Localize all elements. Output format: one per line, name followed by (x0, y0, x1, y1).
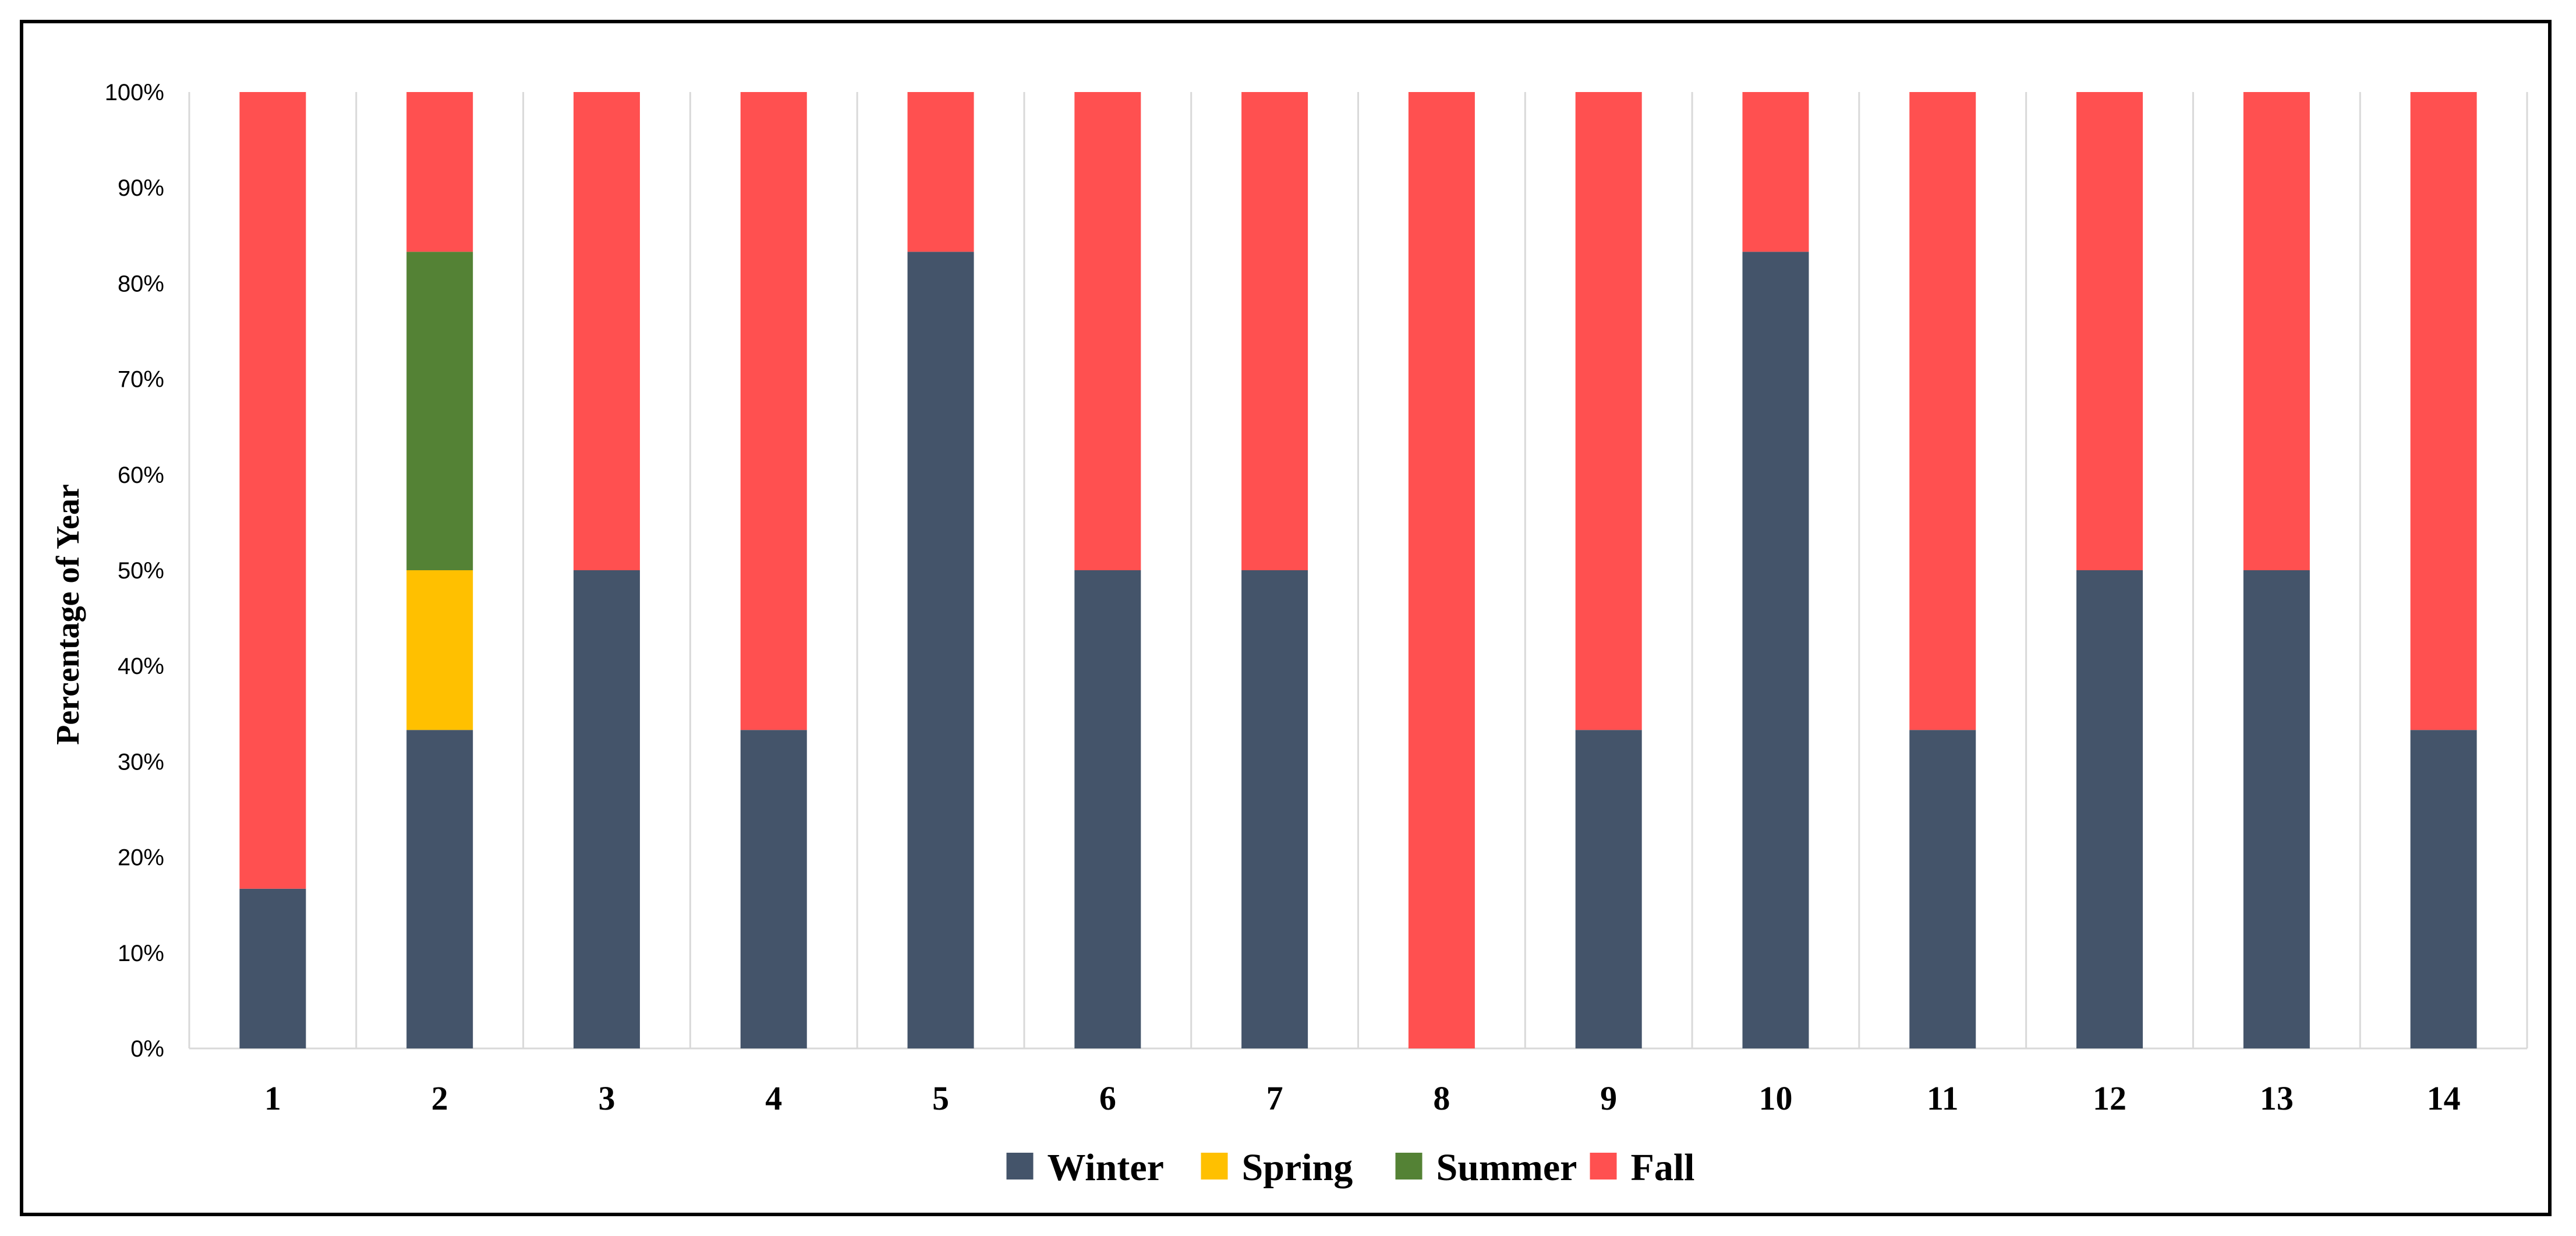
y-tick-label: 50% (118, 558, 164, 584)
x-tick-label: 6 (1099, 1079, 1116, 1117)
legend-swatch-fall (1590, 1153, 1617, 1180)
bar-segment-winter-7 (1241, 570, 1308, 1048)
bar-segment-fall-7 (1241, 92, 1308, 570)
bar-segment-fall-14 (2410, 92, 2477, 730)
y-tick-label: 0% (130, 1036, 164, 1062)
bar-segment-fall-8 (1408, 92, 1475, 1048)
y-tick-label: 30% (118, 749, 164, 775)
legend: Winter Spring Summer Fall (1006, 1146, 1695, 1189)
legend-label-summer: Summer (1436, 1146, 1577, 1189)
x-tick-label: 10 (1758, 1079, 1792, 1117)
bar-segment-fall-4 (740, 92, 807, 730)
x-tick-label: 4 (765, 1079, 782, 1117)
x-tick-label: 7 (1266, 1079, 1283, 1117)
bar-segment-winter-6 (1074, 570, 1141, 1048)
y-tick-label: 20% (118, 845, 164, 871)
y-tick-label: 40% (118, 654, 164, 679)
x-tick-label: 8 (1433, 1079, 1450, 1117)
y-tick-label: 70% (118, 367, 164, 393)
bar-segment-winter-4 (740, 730, 807, 1048)
bar-segment-fall-9 (1575, 92, 1642, 730)
bar-segment-winter-5 (907, 252, 974, 1048)
y-tick-label: 100% (105, 80, 164, 105)
bar-segment-winter-2 (406, 730, 473, 1048)
x-tick-label: 12 (2093, 1079, 2126, 1117)
bar-segment-winter-13 (2243, 570, 2310, 1048)
bar-segment-winter-10 (1742, 252, 1809, 1048)
legend-swatch-summer (1395, 1153, 1423, 1180)
bar-segment-summer-2 (406, 252, 473, 570)
y-tick-label: 10% (118, 941, 164, 966)
y-axis-title: Percentage of Year (50, 484, 86, 745)
x-tick-label: 5 (932, 1079, 949, 1117)
legend-label-fall: Fall (1631, 1146, 1695, 1189)
bar-segment-winter-12 (2076, 570, 2143, 1048)
x-axis-ticks: 1 2 3 4 5 6 7 8 9 10 11 12 13 14 (264, 1079, 2461, 1117)
legend-label-spring: Spring (1242, 1146, 1353, 1189)
bar-segment-fall-6 (1074, 92, 1141, 570)
bar-segment-winter-14 (2410, 730, 2477, 1048)
x-tick-label: 3 (598, 1079, 615, 1117)
bar-segment-winter-3 (573, 570, 640, 1048)
x-tick-label: 1 (264, 1079, 281, 1117)
bar-segment-fall-3 (573, 92, 640, 570)
bar-segment-fall-11 (1909, 92, 1976, 730)
bar-segment-fall-12 (2076, 92, 2143, 570)
x-tick-label: 13 (2260, 1079, 2294, 1117)
bar-segment-fall-13 (2243, 92, 2310, 570)
y-axis-ticks: 0% 10% 20% 30% 40% 50% 60% 70% 80% 90% 100% (105, 80, 164, 1062)
legend-swatch-winter (1006, 1153, 1034, 1180)
bar-segment-fall-1 (239, 92, 306, 889)
legend-label-winter: Winter (1048, 1146, 1164, 1189)
y-tick-label: 80% (118, 271, 164, 296)
bar-segment-winter-9 (1575, 730, 1642, 1048)
bar-segment-fall-2 (406, 92, 473, 252)
x-tick-label: 14 (2427, 1079, 2461, 1117)
y-tick-label: 60% (118, 462, 164, 488)
legend-swatch-spring (1201, 1153, 1228, 1180)
bar-segment-fall-10 (1742, 92, 1809, 252)
gridlines (188, 92, 2528, 1050)
x-tick-label: 2 (431, 1079, 448, 1117)
y-tick-label: 90% (118, 175, 164, 201)
x-tick-label: 9 (1600, 1079, 1617, 1117)
bars (239, 92, 2477, 1048)
bar-segment-winter-1 (239, 888, 306, 1048)
bar-segment-spring-2 (406, 570, 473, 730)
bar-segment-fall-5 (907, 92, 974, 252)
x-tick-label: 11 (1927, 1079, 1959, 1117)
bar-segment-winter-11 (1909, 730, 1976, 1048)
